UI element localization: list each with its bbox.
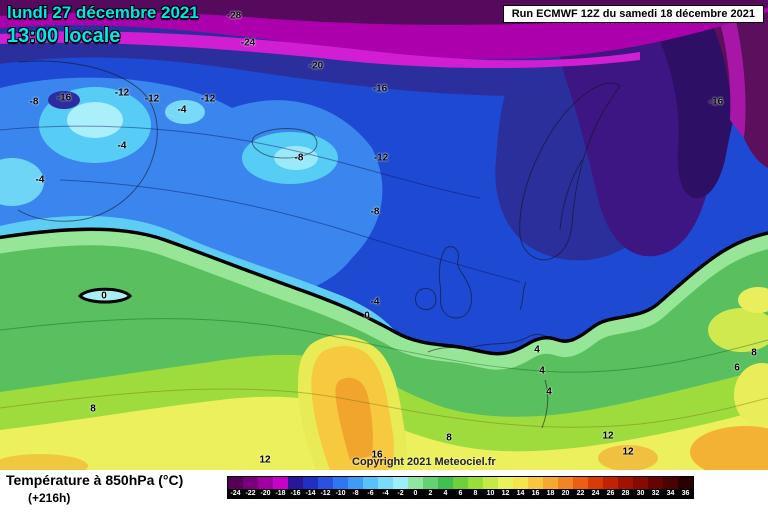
run-info-box: Run ECMWF 12Z du samedi 18 décembre 2021 [502,5,764,23]
colorbar-value: 4 [443,490,448,497]
forecast-step: (+216h) [28,491,71,505]
colorbar-value: 34 [666,490,675,497]
colorbar-cell [303,477,318,489]
colorbar-cell [333,477,348,489]
colorbar-cell [438,477,453,489]
colorbar-values: -24 -22 -20 -18 -16 -14 -12 -10 -8 -6 -4 -2 0 2 4 6 8 10 1… [228,489,693,498]
colorbar-cell [258,477,273,489]
colorbar-cell [588,477,603,489]
colorbar-value: -14 [305,490,316,497]
colorbar-value: -16 [290,490,301,497]
colorbar-value: -2 [397,490,404,497]
colorbar-value: 30 [636,490,645,497]
colorbar-cell [558,477,573,489]
colorbar-cell [633,477,648,489]
colorbar-value: 6 [458,490,463,497]
colorbar-value: -10 [335,490,346,497]
colorbar-cell [528,477,543,489]
colorbar-value: 8 [473,490,478,497]
colorbar-value: 20 [561,490,570,497]
colorbar-cell [453,477,468,489]
colorbar-cell [663,477,678,489]
colorbar-value: -6 [367,490,374,497]
colorbar-value: 0 [413,490,418,497]
colorbar-cell [483,477,498,489]
colorbar-cell [603,477,618,489]
temperature-map [0,0,768,470]
colorbar-cell [288,477,303,489]
colorbar-value: 12 [501,490,510,497]
colorbar-value: -8 [352,490,359,497]
colorbar-value: 16 [531,490,540,497]
colorbar-value: -4 [382,490,389,497]
colorbar-cell [393,477,408,489]
colorbar-cell [348,477,363,489]
time-text: 13:00 locale [7,25,121,47]
colorbar-value: 2 [428,490,433,497]
date-block: lundi 27 décembre 2021 13:00 locale [7,3,199,48]
colorbar-value: 26 [606,490,615,497]
colorbar-cell [468,477,483,489]
colorbar-cell [648,477,663,489]
colorbar-value: 28 [621,490,630,497]
colorbar-value: 36 [681,490,690,497]
colorbar-value: -22 [245,490,256,497]
copyright-text: Copyright 2021 Meteociel.fr [352,456,496,468]
colorbar-value: -24 [230,490,241,497]
colorbar-cell [498,477,513,489]
colorbar-cell [363,477,378,489]
colorbar-value: 18 [546,490,555,497]
colorbar-cell [228,477,243,489]
colorbar-value: 24 [591,490,600,497]
colorbar-value: -20 [260,490,271,497]
map-area: -28 -24 -20 -16 -16 -8 -16 -12 -12 -4 -12 -8 -12 -4 -4… [0,0,768,470]
colorbar-value: 32 [651,490,660,497]
colorbar-cell [273,477,288,489]
colorbar-cell [423,477,438,489]
colorbar-cell [378,477,393,489]
colorbar-cell [318,477,333,489]
colorbar-cell [243,477,258,489]
colorbar-cell [513,477,528,489]
colorbar-cell [573,477,588,489]
colorbar-value: -12 [320,490,331,497]
legend-bar: Température à 850hPa (°C) (+216h) -24 -22… [0,470,768,512]
colorbar-value: 10 [486,490,495,497]
date-text: lundi 27 décembre 2021 [7,3,199,22]
colorbar-value: 22 [576,490,585,497]
colorbar-value: 14 [516,490,525,497]
colorbar-cells [228,477,693,489]
colorbar-cell [618,477,633,489]
colorbar-cell [408,477,423,489]
colorbar-value: -18 [275,490,286,497]
legend-title: Température à 850hPa (°C) [6,472,184,488]
colorbar: -24 -22 -20 -18 -16 -14 -12 -10 -8 -6 -4 -2 0 2 4 6 8 10 1… [227,476,694,499]
colorbar-cell [543,477,558,489]
colorbar-cell [678,477,693,489]
